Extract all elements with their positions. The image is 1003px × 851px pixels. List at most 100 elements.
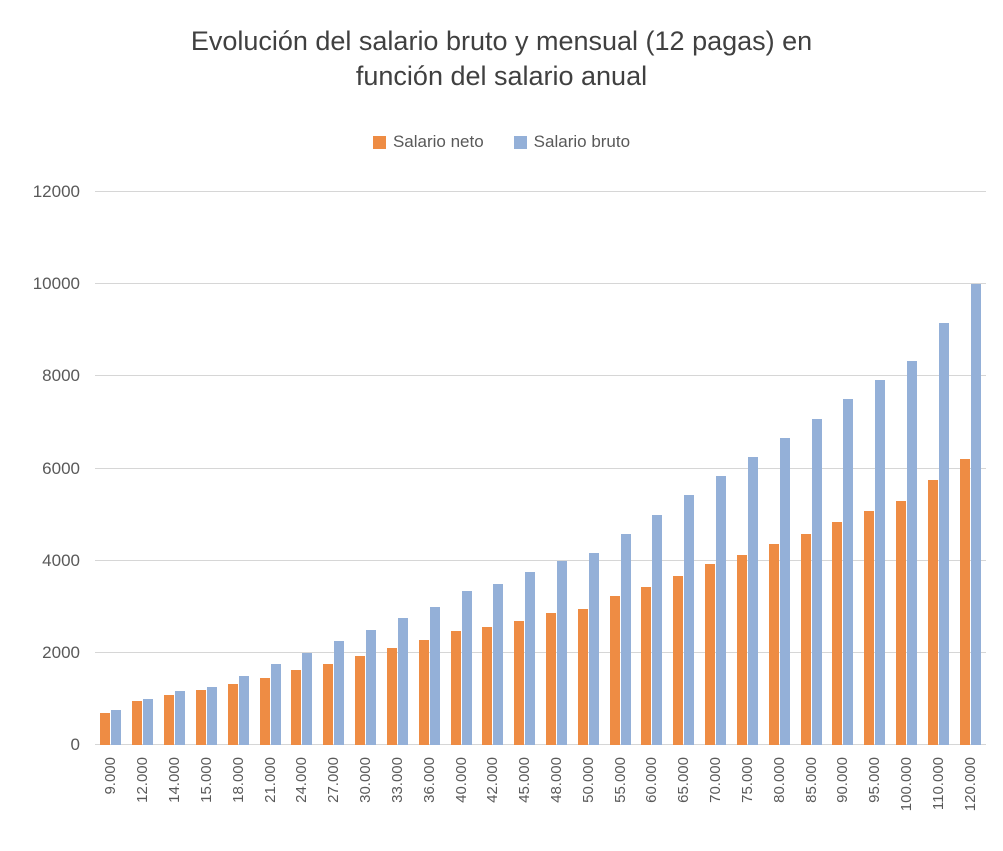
bar-salario-neto (291, 669, 302, 745)
bar-salario-neto (768, 543, 779, 745)
y-tick-label: 8000 (42, 366, 80, 386)
legend-swatch-icon (372, 135, 386, 149)
y-tick-label: 4000 (42, 550, 80, 570)
bar-salario-bruto (270, 664, 281, 745)
bar-salario-bruto (970, 284, 981, 745)
bar-salario-bruto (620, 533, 631, 745)
x-tick-label: 42.000 (484, 757, 502, 803)
x-tick-label: 90.000 (834, 757, 852, 803)
bar-salario-neto (673, 576, 684, 745)
x-tick-cell: 48.000 (541, 757, 573, 851)
x-tick-cell: 90.000 (827, 757, 859, 851)
bar-salario-neto (800, 533, 811, 745)
x-tick-cell: 15.000 (190, 757, 222, 851)
x-axis-labels: 9.000 12.000 14.000 15.000 18.000 21.000 24.00… (95, 757, 986, 851)
bar-salario-bruto (907, 361, 918, 745)
bar-group (859, 192, 891, 745)
x-tick-label: 18.000 (229, 757, 247, 803)
chart-title-text: Evolución del salario bruto y mensual (1… (190, 26, 813, 92)
x-tick-label: 95.000 (866, 757, 884, 803)
bar-group (954, 192, 986, 745)
bar-salario-bruto (938, 322, 949, 745)
bar-group (700, 192, 732, 745)
bar-salario-neto (418, 639, 429, 745)
bar-salario-neto (195, 689, 206, 745)
x-tick-label: 50.000 (579, 757, 597, 803)
gridline (95, 191, 986, 192)
bar-group (286, 192, 318, 745)
gridline (95, 744, 986, 745)
bar-salario-neto (705, 564, 716, 745)
bar-salario-neto (132, 701, 143, 745)
x-tick-label: 40.000 (452, 757, 470, 803)
y-tick-label: 6000 (42, 458, 80, 478)
bar-salario-neto (355, 656, 366, 745)
bar-salario-bruto (175, 691, 186, 745)
chart-title: Evolución del salario bruto y mensual (1… (0, 24, 1003, 94)
bar-group (413, 192, 445, 745)
y-axis-labels: 0 2000 4000 6000 8000 10000 12000 (0, 183, 80, 754)
x-tick-label: 24.000 (293, 757, 311, 803)
x-tick-cell: 45.000 (509, 757, 541, 851)
bar-group (445, 192, 477, 745)
x-tick-cell: 36.000 (413, 757, 445, 851)
bar-salario-neto (323, 663, 334, 745)
bar-group (477, 192, 509, 745)
y-tick-label: 0 (70, 735, 80, 754)
bar-salario-bruto (397, 618, 408, 745)
bar-salario-neto (450, 630, 461, 745)
bar-group (541, 192, 573, 745)
x-tick-cell: 14.000 (159, 757, 191, 851)
bar-salario-neto (164, 694, 175, 745)
bar-group (572, 192, 604, 745)
bar-group (222, 192, 254, 745)
bar-group (509, 192, 541, 745)
bar-salario-bruto (302, 652, 313, 745)
bar-group (668, 192, 700, 745)
x-tick-label: 85.000 (802, 757, 820, 803)
bar-group (159, 192, 191, 745)
x-tick-cell: 21.000 (254, 757, 286, 851)
x-tick-label: 15.000 (197, 757, 215, 803)
x-tick-cell: 95.000 (859, 757, 891, 851)
bar-salario-bruto (143, 698, 154, 745)
bar-salario-bruto (493, 583, 504, 745)
x-tick-cell: 60.000 (636, 757, 668, 851)
gridline (95, 651, 986, 653)
bar-salario-neto (927, 479, 938, 745)
x-tick-cell: 120.000 (954, 757, 986, 851)
bar-salario-neto (577, 608, 588, 745)
x-tick-cell: 100.000 (891, 757, 923, 851)
bar-salario-neto (609, 596, 620, 745)
bar-group (732, 192, 764, 745)
x-tick-label: 36.000 (420, 757, 438, 803)
bar-groups (95, 192, 986, 745)
bar-group (604, 192, 636, 745)
bar-salario-neto (959, 459, 970, 745)
x-tick-cell: 18.000 (222, 757, 254, 851)
bar-salario-bruto (334, 641, 345, 745)
x-tick-cell: 42.000 (477, 757, 509, 851)
x-tick-label: 48.000 (548, 757, 565, 803)
x-tick-label: 70.000 (707, 757, 725, 803)
bar-salario-neto (514, 620, 525, 745)
x-tick-label: 9.000 (102, 757, 120, 795)
x-tick-label: 60.000 (643, 757, 661, 803)
plot-area (95, 191, 986, 745)
x-tick-cell: 9.000 (95, 757, 127, 851)
bar-salario-bruto (875, 380, 886, 745)
bar-salario-bruto (747, 456, 758, 745)
x-tick-label: 33.000 (388, 757, 406, 803)
x-tick-cell: 40.000 (445, 757, 477, 851)
bar-salario-bruto (206, 687, 217, 745)
gridline (95, 283, 986, 285)
bar-salario-neto (482, 626, 493, 745)
bar-group (763, 192, 795, 745)
bar-salario-neto (100, 712, 111, 745)
x-tick-label: 80.000 (770, 757, 788, 803)
x-tick-label: 75.000 (738, 757, 756, 803)
legend-swatch-icon (513, 135, 527, 149)
x-tick-label: 65.000 (675, 757, 693, 803)
x-tick-label: 12.000 (134, 757, 152, 803)
x-tick-cell: 30.000 (350, 757, 382, 851)
